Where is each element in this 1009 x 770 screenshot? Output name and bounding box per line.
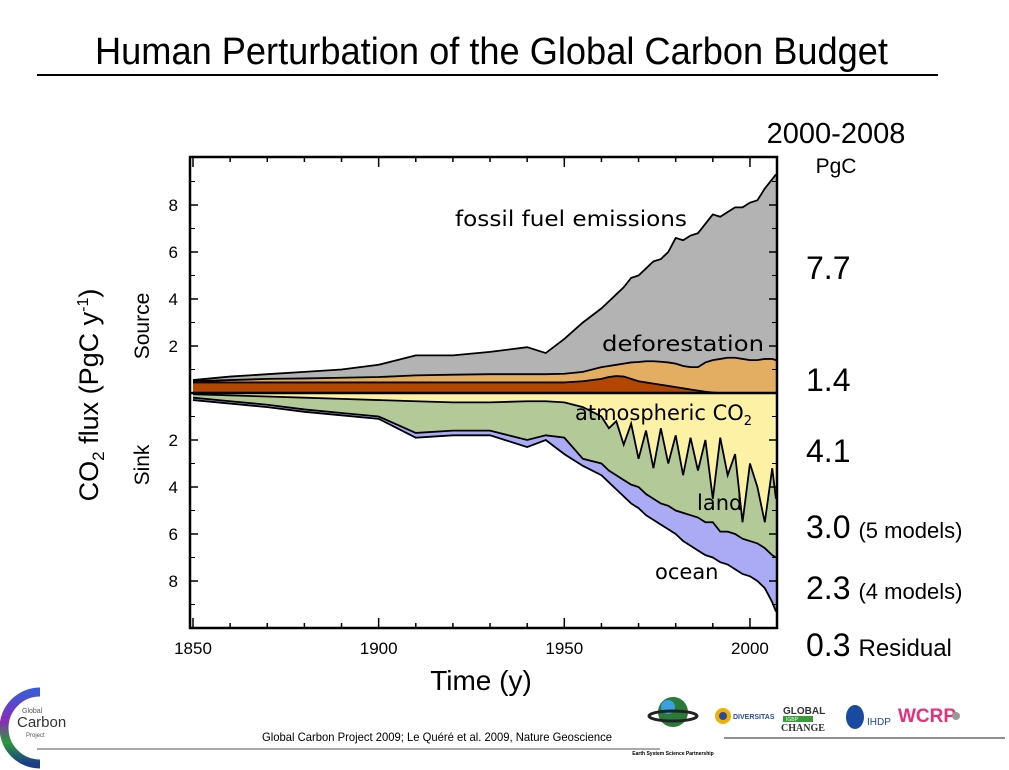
- igbp-logo-text: IGBP: [786, 717, 799, 723]
- summary-ocean: 2.3 (4 models): [806, 570, 962, 606]
- gcp-logo-text: Carbon: [17, 714, 66, 731]
- label-ocean: ocean: [655, 560, 719, 584]
- y-label-sub: 2: [89, 451, 108, 460]
- summary-ocean-note: (4 models): [858, 579, 962, 604]
- gcp-logo-text: Global: [22, 708, 43, 715]
- y-tick-label-source: 6: [169, 243, 178, 262]
- summary-land: 3.0 (5 models): [806, 509, 962, 545]
- wcrp-logo: WCRP: [898, 706, 960, 727]
- x-tick-label: 1900: [360, 639, 398, 658]
- y-axis-label: CO2 flux (PgC y-1): [74, 289, 108, 502]
- plot-frame: [188, 155, 779, 630]
- ihdp-logo-text: IHDP: [867, 717, 891, 728]
- source-area-2: [193, 174, 776, 382]
- summary-deforestation: 1.4: [806, 362, 850, 398]
- sink-boundary-line-2: [192, 399, 777, 612]
- slide-title: Human Perturbation of the Global Carbon …: [95, 31, 888, 73]
- footer-citation: Global Carbon Project 2009; Le Quéré et …: [262, 730, 612, 744]
- summary-atmosphere: 4.1: [806, 433, 850, 469]
- y-label-source: Source: [131, 293, 154, 360]
- source-area-0: [193, 376, 776, 393]
- label-fossil: fossil fuel emissions: [455, 207, 687, 231]
- source-area-1: [193, 357, 776, 393]
- source-boundary-line-2: [192, 173, 777, 381]
- sink-boundary-line-1: [192, 396, 777, 559]
- y-tick-label-sink: 2: [169, 431, 178, 450]
- y-tick-label-source: 8: [169, 196, 178, 215]
- axis-ticks: 2 4 6 8 2 4 6 8 1850 1900 1950 2000: [169, 157, 777, 658]
- source-boundary-line-1: [192, 356, 777, 383]
- gcp-logo: Global Carbon Project: [0, 687, 66, 769]
- y-tick-label-source: 4: [169, 290, 178, 309]
- wcrp-logo-text: WCRP: [898, 706, 956, 727]
- igbp-logo-text: GLOBAL: [783, 706, 825, 717]
- summary-residual-value: 0.3: [806, 627, 850, 663]
- y-tick-label-sink: 6: [169, 525, 178, 544]
- label-deforestation: deforestation: [602, 332, 764, 356]
- x-axis-label: Time (y): [430, 665, 532, 696]
- y-label-sup: -1: [75, 298, 92, 312]
- sink-boundary-line-0: [192, 393, 777, 523]
- igbp-logo-text: CHANGE: [781, 723, 825, 734]
- y-label-part: CO: [74, 461, 104, 502]
- y-tick-label-source: 2: [169, 337, 178, 356]
- summary-residual-label: Residual: [858, 635, 951, 662]
- y-label-sink: Sink: [131, 444, 154, 485]
- x-tick-label: 1950: [545, 639, 583, 658]
- summary-period: 2000-2008: [767, 118, 906, 150]
- essp-logo: Earth System Science Partnership: [632, 697, 714, 757]
- essp-logo-text: Earth System Science Partnership: [632, 751, 713, 757]
- diversitas-logo-text: DIVERSITAS: [733, 714, 775, 721]
- y-tick-label-sink: 4: [169, 478, 178, 497]
- sink-area-2: [193, 397, 776, 612]
- ihdp-logo: IHDP: [846, 705, 891, 729]
- diversitas-logo: DIVERSITAS: [715, 708, 775, 724]
- summary-residual: 0.3 Residual: [806, 627, 952, 663]
- summary-land-note: (5 models): [858, 518, 962, 543]
- label-atmospheric-sub: 2: [744, 414, 752, 429]
- y-label-part: ): [74, 289, 104, 298]
- x-tick-label: 2000: [731, 639, 769, 658]
- summary-fossil: 7.7: [806, 250, 850, 286]
- sink-area-1: [193, 394, 776, 558]
- label-land: land: [697, 491, 742, 515]
- label-atmospheric-main: atmospheric CO: [575, 401, 744, 425]
- gcp-logo-text: Project: [26, 733, 45, 739]
- summary-unit: PgC: [816, 155, 857, 178]
- summary-land-value: 3.0: [806, 509, 850, 545]
- label-atmospheric: atmospheric CO2: [575, 401, 752, 429]
- y-tick-label-sink: 8: [169, 572, 178, 591]
- igbp-logo: GLOBAL IGBP CHANGE: [781, 706, 825, 734]
- y-label-part: flux (PgC y: [74, 311, 104, 451]
- x-tick-label: 1850: [174, 639, 212, 658]
- summary-ocean-value: 2.3: [806, 570, 850, 606]
